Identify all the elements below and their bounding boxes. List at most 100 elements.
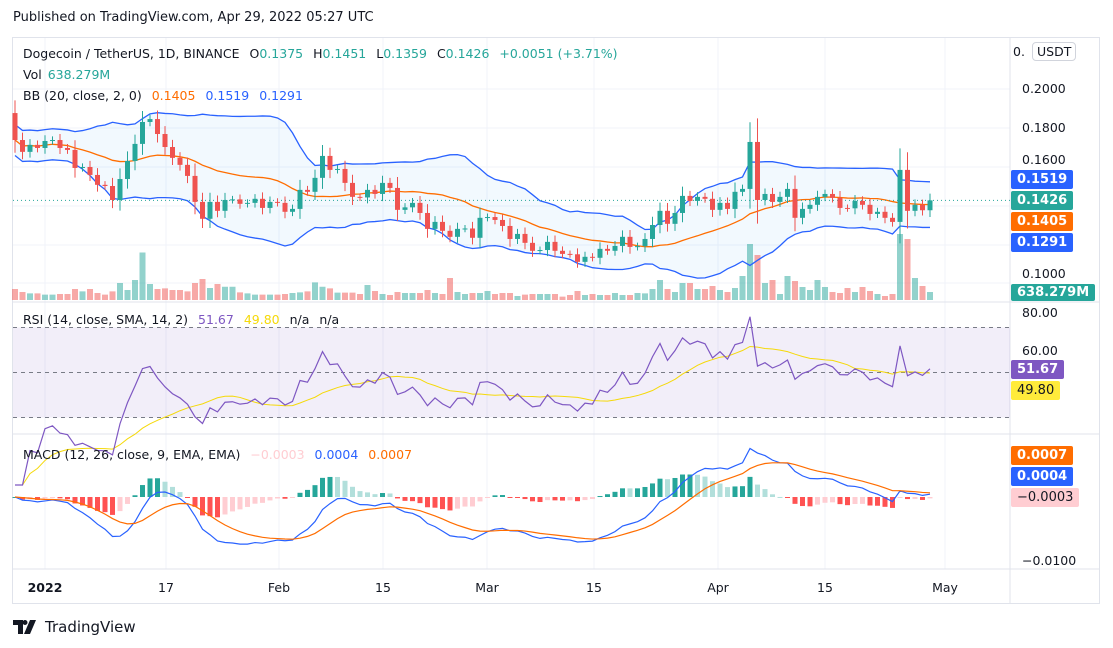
volume-bar [357,294,363,300]
bb-basis-value: 0.1405 [151,88,196,103]
rsi-legend: RSI (14, close, SMA, 14, 2) 51.67 49.80 … [23,312,345,327]
candle-body [290,208,295,212]
rsi-na-1: n/a [289,312,310,327]
volume-bar [522,294,528,300]
candle-body [125,160,130,180]
candle-body [582,256,588,262]
macd-histogram-bar [357,491,363,497]
macd-histogram-bar [417,497,423,504]
candle-body [267,201,273,208]
rsi-label: RSI (14, close, SMA, 14, 2) [23,312,189,327]
volume-bar [79,291,86,300]
volume-bar [214,284,221,300]
candle-body [807,204,813,209]
candle-body [402,207,408,210]
candle-body [357,196,363,198]
candle-body [642,238,648,247]
volume-bar [649,289,656,300]
candle-body [327,155,333,170]
macd-histogram-bar [140,485,145,497]
candle-body [792,188,798,218]
macd-histogram-bar [447,497,453,511]
macd-histogram-bar [200,497,205,516]
macd-histogram-bar [830,497,835,503]
time-tick: Mar [475,580,499,595]
currency-button[interactable]: USDT [1032,42,1077,61]
volume-bar [702,289,708,300]
volume-bar [574,291,581,300]
macd-histogram-bar [207,497,213,517]
candle-body [905,169,910,211]
bb-upper-tag: 0.1519 [1011,170,1074,189]
macd-histogram-bar [305,489,310,497]
macd-histogram-bar [672,477,678,497]
volume-bar [229,286,236,300]
macd-histogram-bar [582,497,588,501]
macd-histogram-bar [425,497,430,508]
candle-body [132,143,138,161]
macd-histogram-bar [147,478,153,497]
macd-histogram-bar [312,485,318,497]
candle-body [477,217,483,238]
candle-body [35,144,40,148]
volume-bar [387,295,393,300]
macd-histogram-bar [732,486,738,497]
macd-histogram-bar [80,497,85,506]
volume-bar [402,293,408,300]
volume-bar [657,280,663,300]
candle-body [237,199,243,204]
macd-histogram-bar [597,496,603,498]
macd-histogram-bar [267,497,273,501]
macd-signal-line [14,462,931,540]
volume-bar [154,289,161,300]
volume-bar [252,294,258,300]
candle-body [740,188,745,192]
candle-body [372,189,378,194]
candle-body [110,186,115,200]
candle-body [230,199,235,201]
rsi-na-2: n/a [319,312,340,327]
volume-bar [409,293,416,300]
candle-body [650,224,655,239]
volume-bar [687,283,693,300]
volume-bar [829,292,836,300]
volume-bar [364,285,371,300]
candle-body [687,195,693,201]
candle-body [560,250,565,254]
macd-histogram-bar [65,497,70,500]
volume-bar [207,288,213,300]
macd-histogram-bar [575,497,580,502]
candle-body [485,217,490,219]
rsi-sma-value: 49.80 [243,312,280,327]
macd-histogram-bar [695,474,700,497]
bb-lower-value: 0.1291 [259,88,303,103]
macd-histogram-bar [687,474,693,497]
macd-histogram-bar [875,497,880,506]
candle-body [815,196,820,205]
volume-bar [904,239,911,300]
macd-histogram-bar [702,476,708,497]
macd-histogram-bar [372,494,378,497]
tradingview-logo[interactable]: TradingView [13,618,136,636]
candle-body [830,193,835,198]
volume-bar [462,294,468,300]
candle-body [410,202,415,208]
candle-body [155,119,160,135]
candle-body [860,200,865,205]
volume-bar [484,291,491,300]
macd-value: 0.0004 [314,447,359,462]
macd-histogram-bar [897,497,903,498]
candle-body [350,182,355,197]
macd-histogram-bar [132,495,138,497]
macd-histogram-bar [492,495,498,497]
volume-bar [124,290,131,300]
macd-histogram-bar [777,496,783,498]
candle-body [387,182,393,188]
candle-body [882,211,888,218]
volume-bar [634,293,641,300]
volume-bar [754,255,761,300]
candle-body [27,144,33,152]
candle-body [42,140,48,148]
volume-bar [642,293,648,300]
